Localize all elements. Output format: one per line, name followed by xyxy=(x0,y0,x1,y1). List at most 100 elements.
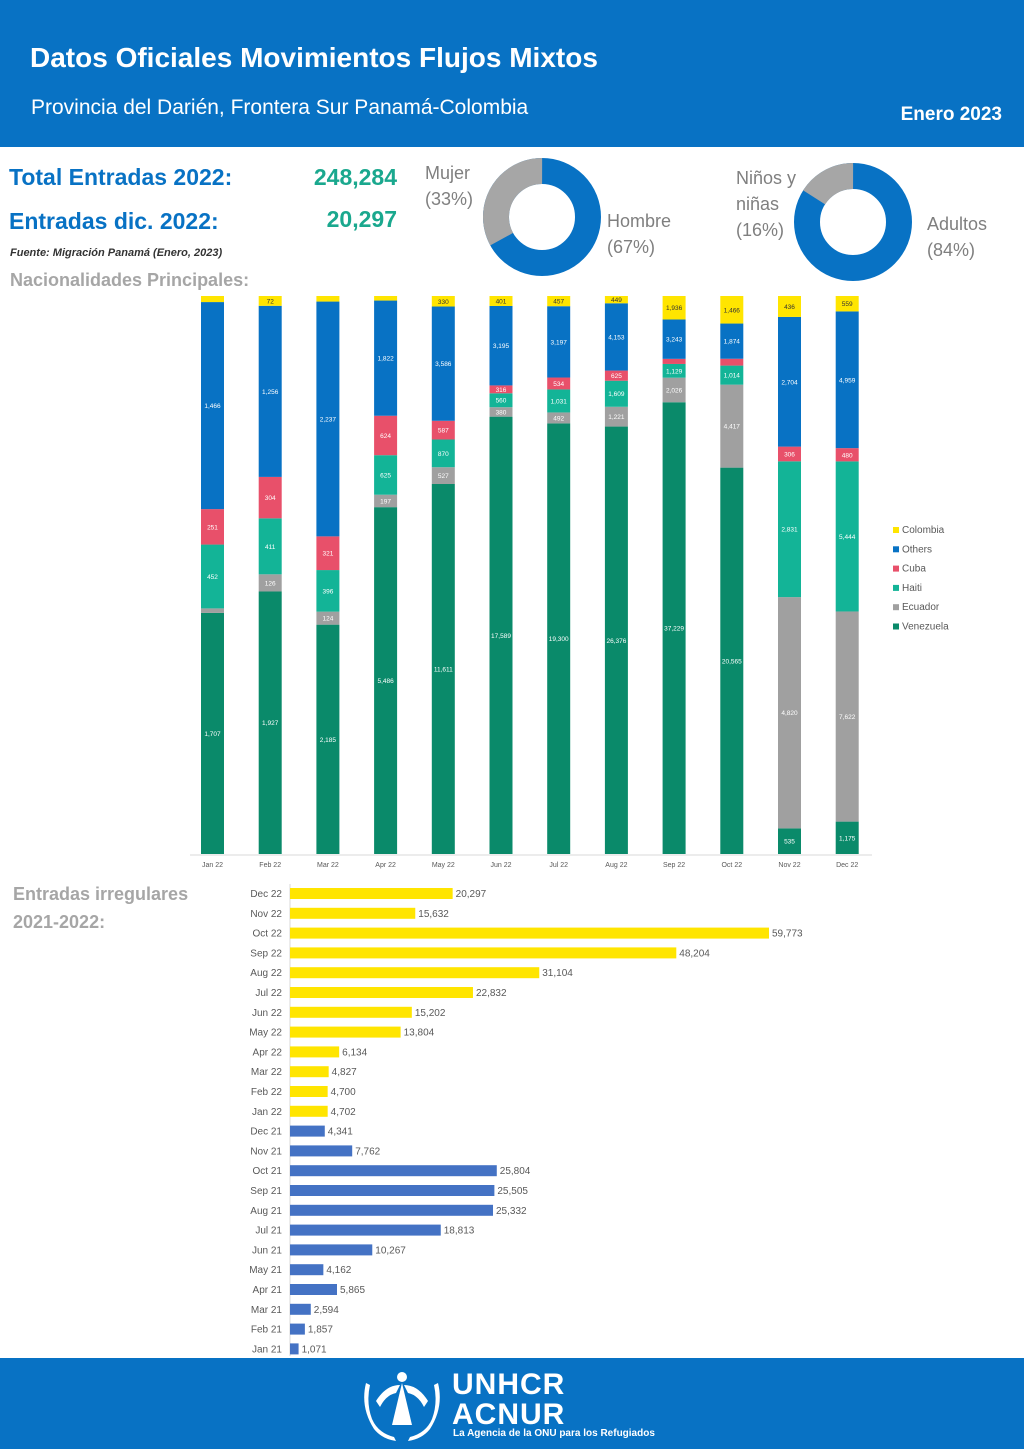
stacked-value-label: 587 xyxy=(438,428,449,435)
stacked-segment xyxy=(258,305,282,477)
stacked-segment xyxy=(720,365,744,385)
stacked-segment xyxy=(604,296,628,304)
hbar-category-label: Nov 22 xyxy=(250,909,282,920)
stacked-value-label: 197 xyxy=(380,498,391,505)
hbar-value-label: 20,297 xyxy=(456,889,487,900)
stacked-value-label: 452 xyxy=(207,574,218,581)
stacked-segment xyxy=(316,296,340,302)
hbar-bar xyxy=(290,1105,328,1117)
hbar-bar xyxy=(290,1264,324,1276)
hbar-category-label: Apr 22 xyxy=(253,1047,283,1058)
stacked-value-label: 17,589 xyxy=(491,633,511,640)
stacked-value-label: 1,466 xyxy=(204,403,221,410)
stacked-segment xyxy=(431,306,455,421)
hbar-bar xyxy=(290,907,416,919)
stacked-value-label: 2,831 xyxy=(781,527,798,534)
stacked-segment xyxy=(201,612,224,854)
stacked-segment xyxy=(489,407,513,417)
header: Datos Oficiales Movimientos Flujos Mixto… xyxy=(0,0,1024,147)
hbar-value-label: 25,505 xyxy=(497,1186,528,1197)
kpi-dec-value: 20,297 xyxy=(326,206,397,232)
hbar-bar xyxy=(290,1185,495,1196)
hbar-category-label: Jul 21 xyxy=(255,1226,282,1237)
hbar-value-label: 6,134 xyxy=(342,1047,367,1058)
hbar-bar xyxy=(290,1165,497,1177)
donut2-a-pct: (16%) xyxy=(736,220,785,240)
stacked-value-label: 480 xyxy=(842,452,853,459)
hbar-category-label: Nov 21 xyxy=(250,1146,282,1157)
stacked-segment xyxy=(316,624,340,854)
hbar-bar xyxy=(290,1244,373,1256)
stacked-segment xyxy=(316,570,340,612)
stacked-segment xyxy=(835,461,859,612)
irregular-title: Entradas irregulares 2021-2022: xyxy=(13,880,188,936)
donut2-a-label: Niños y niñas (16%) xyxy=(736,165,796,243)
kpi-total-value: 248,284 xyxy=(313,164,397,190)
stacked-value-label: 251 xyxy=(207,524,218,531)
hbar-category-label: Apr 21 xyxy=(253,1285,283,1296)
donut1-b-name: Hombre xyxy=(607,211,672,231)
legend-swatch-colombia xyxy=(893,527,899,533)
stacked-value-label: 2,185 xyxy=(320,737,337,744)
hbar-category-label: Feb 22 xyxy=(251,1087,283,1098)
stacked-value-label: 72 xyxy=(267,298,275,305)
stacked-segment xyxy=(374,300,398,416)
hbar-category-label: Mar 21 xyxy=(251,1305,283,1316)
stacked-value-label: 559 xyxy=(842,301,853,308)
stacked-segment xyxy=(374,455,398,495)
legend-label-cuba: Cuba xyxy=(902,564,926,575)
hbar-category-label: Jan 21 xyxy=(252,1344,282,1355)
hbar-value-label: 25,804 xyxy=(500,1166,531,1177)
kpi-dec-label: Entradas dic. 2022: xyxy=(9,208,219,234)
stacked-value-label: 4,417 xyxy=(724,424,741,431)
stacked-x-tick-label: Aug 22 xyxy=(605,862,627,869)
stacked-value-label: 124 xyxy=(322,616,333,623)
stacked-segment xyxy=(720,323,744,359)
hbar-category-label: Jun 22 xyxy=(252,1008,282,1019)
page-title: Datos Oficiales Movimientos Flujos Mixto… xyxy=(30,42,598,73)
hbar-bar xyxy=(290,1284,338,1295)
stacked-segment xyxy=(547,423,571,854)
stacked-segment xyxy=(778,828,801,854)
stacked-value-label: 3,197 xyxy=(551,339,568,346)
stacked-x-tick-label: Nov 22 xyxy=(778,862,800,869)
hbar-category-label: Jan 22 xyxy=(252,1107,282,1118)
stacked-segment xyxy=(604,426,628,854)
stacked-value-label: 560 xyxy=(496,398,507,405)
stacked-value-label: 1,874 xyxy=(724,339,741,346)
hbar-bar xyxy=(290,1224,441,1236)
legend-label-venezuela: Venezuela xyxy=(902,622,949,633)
stacked-value-label: 624 xyxy=(380,433,391,440)
stacked-segment xyxy=(662,296,686,320)
stacked-segment xyxy=(374,494,398,508)
hbar-category-label: Sep 22 xyxy=(250,948,282,959)
stacked-segment xyxy=(547,296,571,307)
hbar-category-label: May 22 xyxy=(249,1028,282,1039)
hbar-value-label: 15,632 xyxy=(418,909,449,920)
hbar-category-label: Mar 22 xyxy=(251,1067,283,1078)
hbar-bar xyxy=(290,927,769,939)
irregular-title-line2: 2021-2022: xyxy=(13,912,106,932)
legend-swatch-venezuela xyxy=(893,623,899,630)
stacked-value-label: 411 xyxy=(265,544,276,551)
donut1-a-name: Mujer xyxy=(425,163,471,183)
stacked-segment xyxy=(201,296,224,303)
stacked-value-label: 11,611 xyxy=(434,667,453,674)
donut1-b-label: Hombre (67%) xyxy=(607,208,671,260)
stacked-value-label: 870 xyxy=(438,451,449,458)
unhcr-logo-icon xyxy=(364,1372,440,1441)
hbar-value-label: 4,700 xyxy=(331,1087,356,1098)
stacked-value-label: 1,927 xyxy=(262,720,279,727)
stacked-value-label: 1,707 xyxy=(204,731,221,738)
hbar-value-label: 25,332 xyxy=(496,1206,527,1217)
stacked-segment xyxy=(835,448,859,462)
hbar-category-label: Jun 21 xyxy=(252,1245,282,1256)
stacked-value-label: 306 xyxy=(784,451,795,458)
stacked-segment xyxy=(316,301,340,537)
hbar-bar xyxy=(290,947,677,959)
stacked-value-label: 330 xyxy=(438,299,449,306)
legend-label-haiti: Haiti xyxy=(902,583,922,594)
stacked-value-label: 321 xyxy=(322,551,333,558)
stacked-value-label: 2,237 xyxy=(320,416,337,423)
stacked-segment xyxy=(604,303,628,371)
